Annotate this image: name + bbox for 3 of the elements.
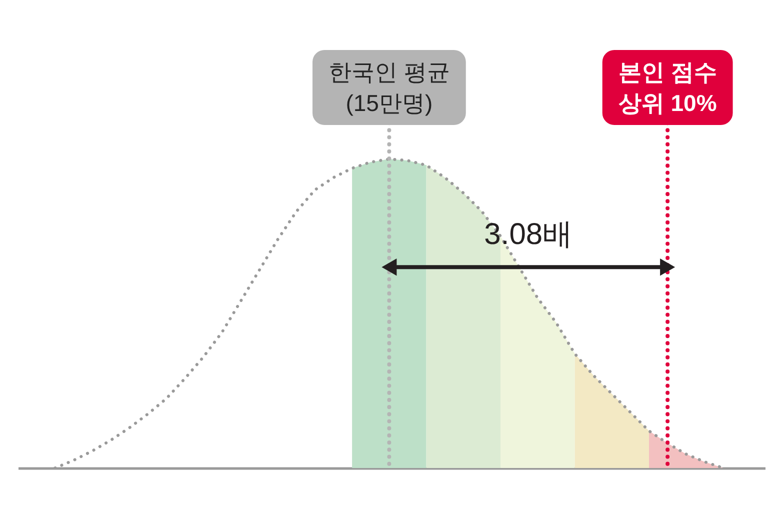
annotation: 3.08배	[484, 218, 573, 252]
text: 본인 점수 상위 10%	[618, 59, 717, 116]
text: 한국인 평균 (15만명)	[328, 59, 450, 116]
